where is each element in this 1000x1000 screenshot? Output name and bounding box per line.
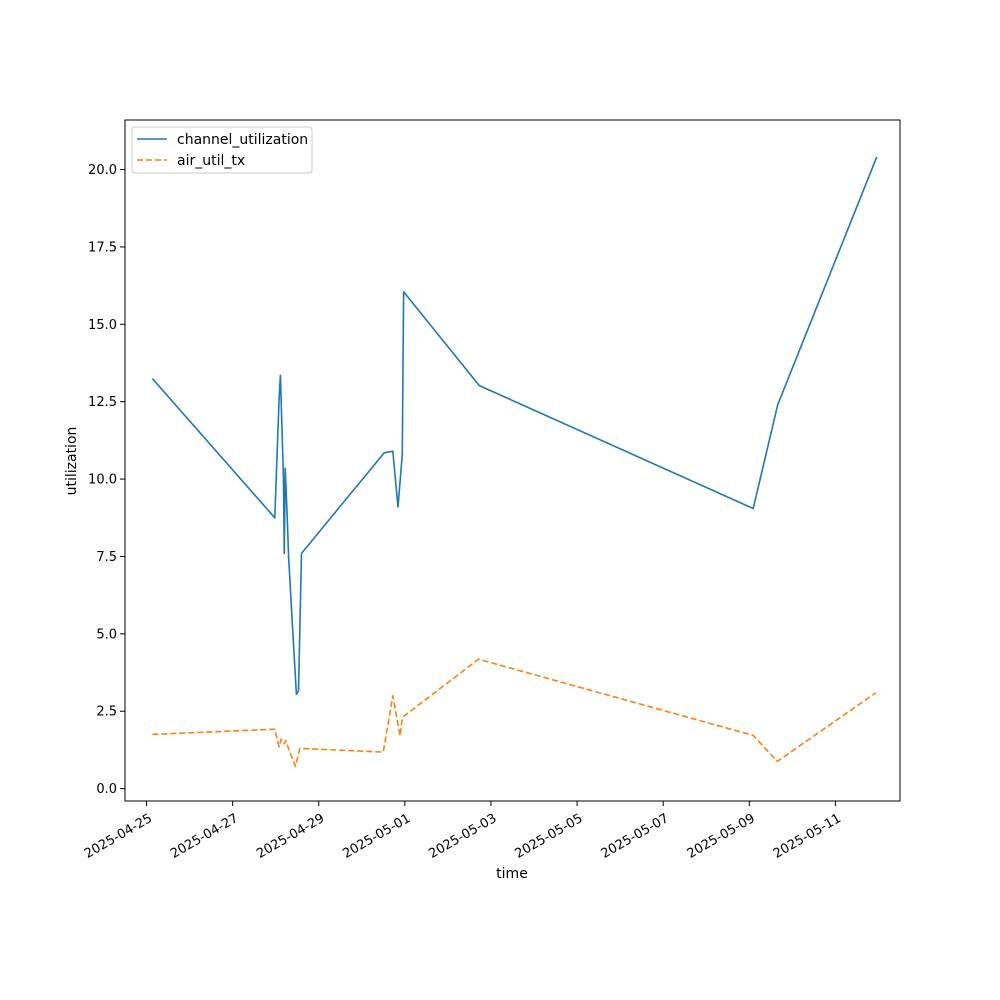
- x-axis-label: time: [496, 866, 528, 882]
- plot-area: [125, 120, 900, 801]
- series-layer: [151, 156, 878, 768]
- series-line-channel-utilization: [151, 156, 878, 696]
- y-tick-label: 20.0: [88, 163, 117, 178]
- y-tick-label: 2.5: [96, 705, 117, 720]
- legend-box: [131, 126, 313, 174]
- y-tick-label: 0.0: [96, 782, 117, 797]
- legend-label: air_util_tx: [177, 153, 245, 169]
- series-line-air-util-tx: [152, 658, 877, 768]
- y-tick-label: 7.5: [96, 550, 117, 565]
- y-tick-label: 15.0: [88, 318, 117, 333]
- y-axis: 0.0 2.5 5.0 7.5 10.0 12.5 15.0 17.5 20.0: [88, 163, 125, 797]
- y-axis-label: utilization: [64, 427, 80, 496]
- y-tick-label: 17.5: [88, 240, 117, 255]
- plot-frame: [124, 119, 901, 802]
- y-tick-label: 5.0: [96, 627, 117, 642]
- legend: channel_utilization air_util_tx: [131, 126, 313, 174]
- legend-label: channel_utilization: [177, 132, 308, 148]
- y-tick-label: 12.5: [88, 395, 117, 410]
- y-tick-label: 10.0: [88, 473, 117, 488]
